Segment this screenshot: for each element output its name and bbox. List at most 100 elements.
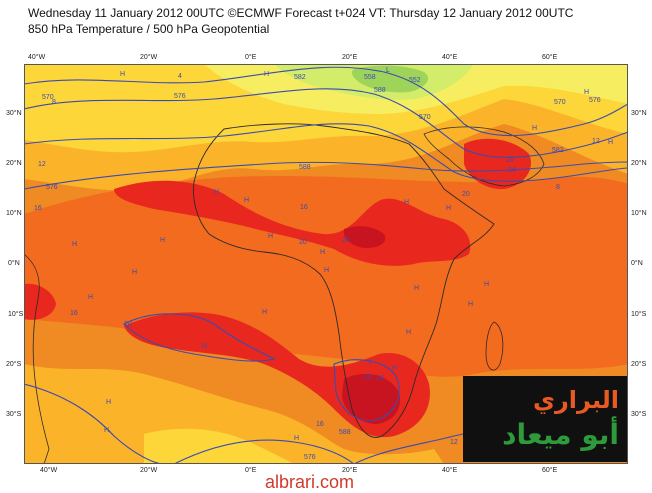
geopotential-contour xyxy=(24,383,165,464)
high-pressure-mark: H xyxy=(468,301,473,308)
geopotential-contour xyxy=(333,359,400,422)
high-pressure-mark: H xyxy=(160,237,165,244)
geopotential-contour xyxy=(24,123,628,182)
contour-label: 558 xyxy=(364,74,376,81)
temp-very-hot-sahel xyxy=(343,226,386,249)
high-pressure-mark: H xyxy=(106,399,111,406)
temp-hot-west-atlantic xyxy=(24,283,56,320)
temperature-label: 20 xyxy=(506,157,514,164)
x-tick-bottom: 40°W xyxy=(40,467,58,474)
high-pressure-mark: H xyxy=(244,197,249,204)
y-tick-right: 10°N xyxy=(631,210,647,217)
high-pressure-mark: H xyxy=(268,233,273,240)
temperature-label: 24 xyxy=(376,375,384,382)
y-tick-right: 0°N xyxy=(631,260,643,267)
temperature-label: 12 xyxy=(450,439,458,446)
high-pressure-mark: H xyxy=(320,249,325,256)
x-tick-bottom: 60°E xyxy=(542,467,558,474)
high-pressure-mark: H xyxy=(104,427,109,434)
geopotential-contour xyxy=(24,161,628,190)
y-tick-right: 30°N xyxy=(631,110,647,117)
y-tick-left: 20°S xyxy=(6,361,22,368)
high-pressure-mark: H xyxy=(72,241,77,248)
temperature-label: 8 xyxy=(556,184,560,191)
geopotential-contour xyxy=(24,88,628,158)
contour-label: 576 xyxy=(589,97,601,104)
high-pressure-mark: H xyxy=(532,125,537,132)
y-tick-left: 20°N xyxy=(6,160,22,167)
contour-label: 588 xyxy=(299,164,311,171)
chart-title: Wednesday 11 January 2012 00UTC ©ECMWF F… xyxy=(28,6,574,20)
temperature-label: 20 xyxy=(364,374,372,381)
high-pressure-mark: H xyxy=(294,435,299,442)
high-pressure-mark: H xyxy=(446,205,451,212)
chart-subtitle: 850 hPa Temperature / 500 hPa Geopotenti… xyxy=(28,22,270,36)
temperature-label: 16 xyxy=(34,205,42,212)
temperature-label: 16 xyxy=(300,204,308,211)
high-pressure-mark: H xyxy=(414,285,419,292)
temp-hot-arabia xyxy=(464,138,532,190)
y-tick-right: 20°S xyxy=(631,361,647,368)
contour-label: 576 xyxy=(174,93,186,100)
x-tick-top: 0°E xyxy=(245,54,257,61)
coastline-south-america xyxy=(24,253,50,464)
high-pressure-mark: H xyxy=(202,343,207,350)
y-tick-left: 10°S xyxy=(8,311,24,318)
contour-label: 582 xyxy=(552,147,564,154)
temperature-label: 8 xyxy=(52,99,56,106)
x-tick-top: 20°E xyxy=(342,54,358,61)
contour-label: 588 xyxy=(339,429,351,436)
high-pressure-mark: H xyxy=(262,309,267,316)
forecast-map: 570 576 582 588 588 582 576 570 552 558 … xyxy=(24,64,628,464)
map-frame xyxy=(24,64,628,464)
contour-label: 576 xyxy=(304,454,316,461)
high-pressure-mark: H xyxy=(392,365,397,372)
coastline-arabia xyxy=(423,126,545,187)
coastline-madagascar xyxy=(485,321,504,371)
x-tick-bottom: 40°E xyxy=(442,467,458,474)
y-tick-right: 20°N xyxy=(631,160,647,167)
temperature-label: 20 xyxy=(462,191,470,198)
geopotential-contour xyxy=(24,66,628,137)
temperature-label: 16 xyxy=(70,310,78,317)
temperature-label: 20 xyxy=(299,239,307,246)
watermark: albrari.com xyxy=(265,472,355,492)
temperature-label: 24 xyxy=(508,167,516,174)
high-pressure-mark: H xyxy=(132,269,137,276)
temperature-label: 12 xyxy=(592,138,600,145)
x-tick-top: 20°W xyxy=(140,54,158,61)
contour-label: 576 xyxy=(46,184,58,191)
contour-label: 552 xyxy=(409,77,421,84)
x-tick-bottom: 0°E xyxy=(245,467,257,474)
high-pressure-mark: H xyxy=(88,294,93,301)
contour-label: 588 xyxy=(374,87,386,94)
contour-label: 582 xyxy=(294,74,306,81)
high-pressure-mark: H xyxy=(214,189,219,196)
temp-hot-sahel xyxy=(114,180,471,266)
temperature-label: 20 xyxy=(124,321,132,328)
x-tick-top: 40°W xyxy=(28,54,46,61)
high-pressure-mark: H xyxy=(404,199,409,206)
high-pressure-mark: H xyxy=(584,89,589,96)
x-tick-bottom: 20°E xyxy=(342,467,358,474)
high-pressure-mark: H xyxy=(264,71,269,78)
brand-logo: البراري أبو ميعاد xyxy=(463,376,627,462)
y-tick-left: 30°S xyxy=(6,411,22,418)
geopotential-contour xyxy=(123,313,276,362)
temperature-label: 16 xyxy=(316,421,324,428)
contour-label: 570 xyxy=(554,99,566,106)
temperature-label: 4 xyxy=(178,73,182,80)
x-tick-top: 60°E xyxy=(542,54,558,61)
contour-label: 570 xyxy=(419,114,431,121)
temp-very-hot-south-africa xyxy=(342,373,401,424)
logo-line-1: البراري xyxy=(532,386,619,414)
temperature-label: 12 xyxy=(38,161,46,168)
high-pressure-mark: H xyxy=(324,267,329,274)
y-tick-left: 30°N xyxy=(6,110,22,117)
logo-line-2: أبو ميعاد xyxy=(502,418,619,451)
contour-label: 570 xyxy=(42,94,54,101)
low-pressure-mark: L xyxy=(386,67,390,74)
high-pressure-mark: H xyxy=(484,281,489,288)
high-pressure-mark: H xyxy=(608,139,613,146)
temp-band-south-cool xyxy=(24,364,444,464)
